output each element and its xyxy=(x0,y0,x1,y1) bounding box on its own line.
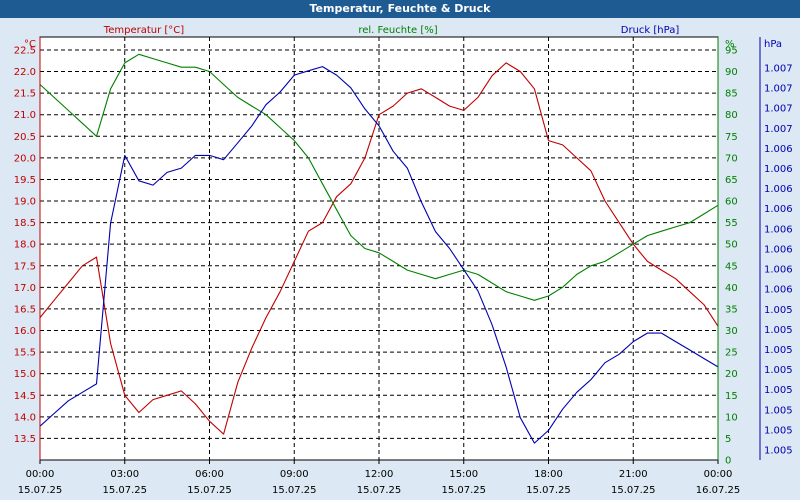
temperature-tick-label: 20.5 xyxy=(14,132,36,143)
temperature-tick-label: 21.0 xyxy=(14,110,36,121)
temperature-tick-label: 19.5 xyxy=(14,175,36,186)
humidity-tick-label: 55 xyxy=(725,218,738,229)
humidity-tick-label: 35 xyxy=(725,304,738,315)
pressure-tick-label: 1.005 xyxy=(764,365,793,376)
temperature-tick-label: 18.5 xyxy=(14,218,36,229)
pressure-tick-label: 1.006 xyxy=(764,265,793,276)
temperature-tick-label: 16.5 xyxy=(14,304,36,315)
temperature-tick-label: 14.5 xyxy=(14,391,36,402)
temperature-tick-label: 20.0 xyxy=(14,153,36,164)
humidity-tick-label: 95 xyxy=(725,45,738,56)
pressure-tick-label: 1.006 xyxy=(764,144,793,155)
humidity-tick-label: 20 xyxy=(725,369,738,380)
x-tick-date: 15.07.25 xyxy=(102,485,147,496)
pressure-tick-label: 1.005 xyxy=(764,325,793,336)
temperature-tick-label: 15.5 xyxy=(14,348,36,359)
x-tick-date: 15.07.25 xyxy=(187,485,232,496)
axes-group: 00:00 15.07.25 03:00 15.07.25 06:00 15.07.25 0… xyxy=(14,25,793,496)
series-group xyxy=(39,53,719,444)
pressure-tick-label: 1.007 xyxy=(764,84,793,95)
x-tick-date: 15.07.25 xyxy=(611,485,656,496)
humidity-tick-label: 65 xyxy=(725,175,738,186)
chart-panel: 00:00 15.07.25 03:00 15.07.25 06:00 15.07.25 0… xyxy=(0,18,800,500)
temperature-tick-label: 21.5 xyxy=(14,89,36,100)
pressure-tick-label: 1.007 xyxy=(764,104,793,115)
humidity-tick-label: 15 xyxy=(725,391,738,402)
x-tick-date: 15.07.25 xyxy=(18,485,63,496)
pressure-tick-label: 1.007 xyxy=(764,124,793,135)
pressure-tick-label: 1.006 xyxy=(764,204,793,215)
humidity-axis-title: rel. Feuchte [%] xyxy=(358,25,437,36)
x-tick-date: 16.07.25 xyxy=(696,485,741,496)
temperature-tick-label: 22.0 xyxy=(14,67,36,78)
temperature-tick-label: 14.0 xyxy=(14,412,36,423)
humidity-tick-label: 60 xyxy=(725,197,738,208)
temperature-tick-label: 18.0 xyxy=(14,240,36,251)
temperature-axis-title: Temperatur [°C] xyxy=(103,25,184,36)
humidity-tick-label: 50 xyxy=(725,240,738,251)
temperature-tick-label: 15.0 xyxy=(14,369,36,380)
chart-title: Temperatur, Feuchte & Druck xyxy=(0,0,800,18)
humidity-tick-label: 5 xyxy=(725,434,731,445)
humidity-tick-label: 70 xyxy=(725,153,738,164)
temperature-tick-label: 17.5 xyxy=(14,261,36,272)
pressure-tick-label: 1.007 xyxy=(764,64,793,75)
x-tick-date: 15.07.25 xyxy=(441,485,486,496)
humidity-tick-label: 75 xyxy=(725,132,738,143)
x-tick-time: 00:00 xyxy=(26,469,55,480)
humidity-tick-label: 0 xyxy=(725,456,731,467)
humidity-tick-label: 85 xyxy=(725,89,738,100)
pressure-tick-label: 1.006 xyxy=(764,244,793,255)
humidity-tick-label: 30 xyxy=(725,326,738,337)
temperature-series-line xyxy=(39,62,719,435)
weather-chart: 00:00 15.07.25 03:00 15.07.25 06:00 15.07.25 0… xyxy=(14,25,793,496)
pressure-unit-label: hPa xyxy=(764,39,782,50)
temperature-tick-label: 19.0 xyxy=(14,197,36,208)
temperature-tick-label: 16.0 xyxy=(14,326,36,337)
pressure-tick-label: 1.005 xyxy=(764,405,793,416)
humidity-tick-label: 40 xyxy=(725,283,738,294)
x-tick-date: 15.07.25 xyxy=(526,485,571,496)
humidity-unit-label: % xyxy=(725,39,735,50)
temperature-tick-label: 13.5 xyxy=(14,434,36,445)
humidity-tick-label: 80 xyxy=(725,110,738,121)
x-tick-time: 18:00 xyxy=(534,469,563,480)
x-tick-time: 06:00 xyxy=(195,469,224,480)
humidity-tick-label: 25 xyxy=(725,348,738,359)
pressure-tick-label: 1.006 xyxy=(764,164,793,175)
humidity-tick-label: 45 xyxy=(725,261,738,272)
pressure-tick-label: 1.005 xyxy=(764,345,793,356)
x-tick-date: 15.07.25 xyxy=(272,485,317,496)
x-tick-time: 21:00 xyxy=(619,469,648,480)
humidity-tick-label: 10 xyxy=(725,412,738,423)
temperature-unit-label: °C xyxy=(24,39,36,50)
pressure-tick-label: 1.006 xyxy=(764,224,793,235)
humidity-series-line xyxy=(39,53,719,301)
pressure-series-line xyxy=(39,66,719,444)
x-tick-date: 15.07.25 xyxy=(357,485,402,496)
pressure-tick-label: 1.006 xyxy=(764,285,793,296)
pressure-axis-title: Druck [hPa] xyxy=(621,25,680,36)
pressure-tick-label: 1.005 xyxy=(764,425,793,436)
pressure-tick-label: 1.005 xyxy=(764,305,793,316)
pressure-tick-label: 1.006 xyxy=(764,184,793,195)
temperature-tick-label: 22.5 xyxy=(14,45,36,56)
temperature-tick-label: 17.0 xyxy=(14,283,36,294)
x-tick-time: 03:00 xyxy=(110,469,139,480)
pressure-tick-label: 1.005 xyxy=(764,446,793,457)
x-tick-time: 09:00 xyxy=(280,469,309,480)
x-tick-time: 12:00 xyxy=(365,469,394,480)
humidity-tick-label: 90 xyxy=(725,67,738,78)
x-tick-time: 15:00 xyxy=(449,469,478,480)
x-tick-time: 00:00 xyxy=(704,469,733,480)
pressure-tick-label: 1.005 xyxy=(764,385,793,396)
